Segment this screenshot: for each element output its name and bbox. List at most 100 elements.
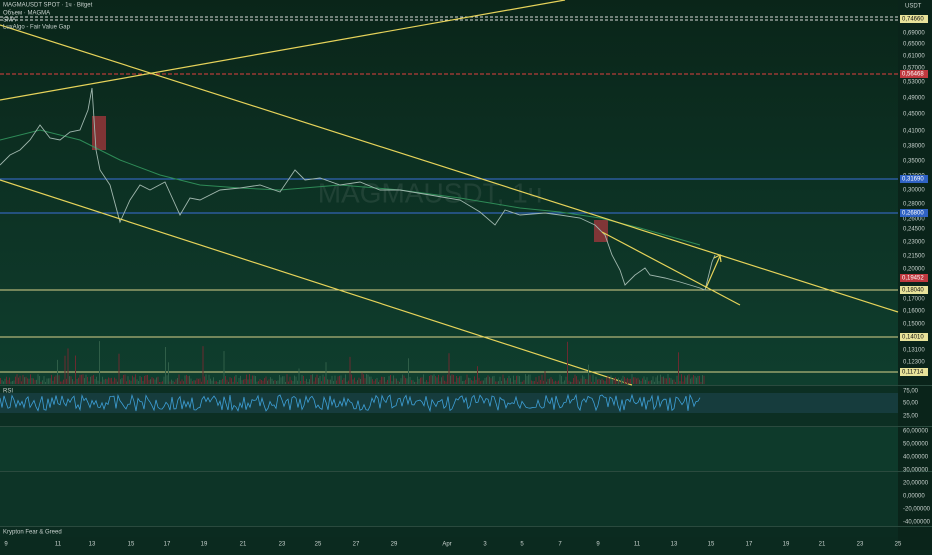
volume-bar <box>178 374 180 384</box>
price-marker-label: 0,56468 <box>902 72 924 78</box>
volume-bar <box>616 380 618 384</box>
volume-bar <box>531 380 532 384</box>
volume-bar <box>192 381 193 384</box>
volume-bar <box>544 371 546 384</box>
volume-bar <box>138 381 139 384</box>
volume-bar <box>424 381 426 384</box>
volume-bar <box>358 377 360 384</box>
price-label: 0,69000 <box>903 31 925 37</box>
date-label: 29 <box>391 542 398 548</box>
volume-bar <box>256 381 258 384</box>
volume-bar <box>604 381 606 384</box>
price-label: 0,41000 <box>903 129 925 135</box>
volume-bar <box>415 381 417 384</box>
volume-bar <box>43 376 45 384</box>
volume-bar <box>114 377 115 384</box>
volume-bar <box>454 381 456 384</box>
price-label: 0,23000 <box>903 240 925 246</box>
volume-bar <box>559 374 561 384</box>
volume-bar <box>619 380 621 384</box>
volume-bar <box>328 379 330 384</box>
volume-bar <box>202 346 204 384</box>
volume-bar <box>394 378 396 384</box>
fg-pane-bg <box>0 472 898 526</box>
volume-bar <box>540 379 541 384</box>
volume-bar <box>174 381 175 384</box>
volume-bar <box>244 378 246 384</box>
volume-bar <box>676 375 678 384</box>
volume-bar <box>675 381 676 384</box>
volume-bar <box>591 381 592 384</box>
volume-bar <box>694 376 696 384</box>
volume-bar <box>690 378 691 384</box>
volume-bar <box>580 378 582 384</box>
volume-bar <box>115 378 117 384</box>
volume-bar <box>234 376 235 384</box>
volume-bar <box>423 374 424 384</box>
volume-bar <box>646 377 648 384</box>
volume-bar <box>379 380 381 384</box>
volume-bar <box>640 381 642 384</box>
volume-bar <box>558 380 559 384</box>
volume-bar <box>568 380 570 384</box>
price-marker-label: 0,11714 <box>902 370 924 376</box>
price-label: 0,20000 <box>903 267 925 273</box>
volume-bar <box>153 378 154 384</box>
date-label: 9 <box>4 542 8 548</box>
fg-label: 30,00000 <box>903 468 929 474</box>
volume-bar <box>511 381 513 384</box>
date-label: 13 <box>89 542 96 548</box>
price-label: 0,61000 <box>903 54 925 60</box>
volume-bar <box>121 378 123 384</box>
volume-bar <box>649 380 651 384</box>
volume-bar <box>363 374 364 384</box>
volume-bar <box>543 380 544 384</box>
volume-bar <box>480 381 481 384</box>
volume-bar <box>577 379 579 384</box>
volume-bar <box>70 376 72 384</box>
pane-title: Krypton Fear & Greed <box>3 530 62 536</box>
volume-bar <box>24 377 25 384</box>
volume-bar <box>175 379 177 384</box>
volume-bar <box>300 381 301 384</box>
date-label: 25 <box>895 542 902 548</box>
volume-bar <box>549 378 550 384</box>
volume-bar <box>168 362 169 384</box>
volume-bar <box>196 378 198 384</box>
volume-bar <box>570 381 571 384</box>
volume-bar <box>276 381 277 384</box>
volume-bar <box>669 377 670 384</box>
volume-bar <box>126 381 127 384</box>
volume-bar <box>384 376 385 384</box>
volume-bar <box>438 374 439 384</box>
volume-bar <box>361 372 363 384</box>
volume-bar <box>504 378 505 384</box>
volume-bar <box>75 355 76 384</box>
volume-bar <box>61 381 63 384</box>
volume-bar <box>487 375 489 384</box>
volume-bar <box>210 378 211 384</box>
volume-bar <box>120 379 121 384</box>
volume-bar <box>370 376 372 384</box>
volume-bar <box>310 375 312 384</box>
volume-bar <box>91 375 93 384</box>
volume-bar <box>208 374 210 384</box>
volume-bar <box>426 380 427 384</box>
volume-bar <box>58 375 60 384</box>
volume-bar <box>564 380 565 384</box>
volume-bar <box>264 378 265 384</box>
volume-bar <box>612 379 613 384</box>
volume-bar <box>390 374 391 384</box>
volume-bar <box>268 379 270 384</box>
volume-bar <box>624 376 625 384</box>
volume-bar <box>312 374 313 384</box>
arrow-head <box>713 254 722 263</box>
volume-bar <box>84 378 85 384</box>
volume-bar <box>409 376 411 384</box>
price-marker <box>900 274 928 282</box>
price-marker <box>900 368 928 376</box>
volume-bar <box>352 379 354 384</box>
volume-bar <box>414 381 415 384</box>
volume-bar <box>631 374 633 384</box>
